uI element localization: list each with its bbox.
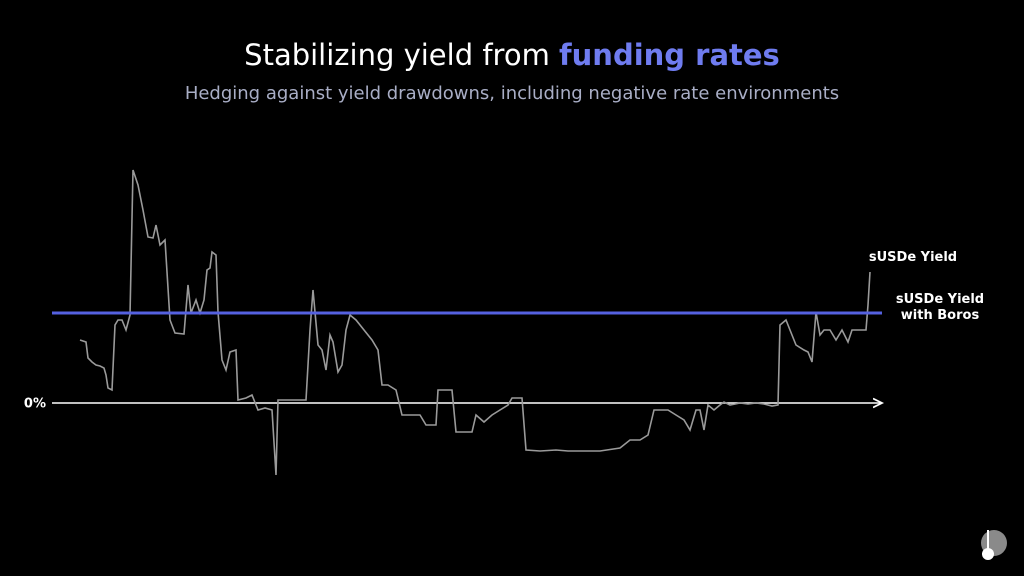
title-text: Stabilizing yield from [244,38,550,72]
legend-label: sUSDe Yield [868,250,958,265]
title: Stabilizing yield from funding rates [0,38,1024,72]
legend-label: sUSDe Yield with Boros [895,292,985,323]
logo-icon [981,530,1007,560]
subtitle: Hedging against yield drawdowns, includi… [184,83,840,104]
series-line [79,169,871,476]
title-highlight: funding rates [559,38,780,72]
y-tick-label: 0% [24,397,46,412]
